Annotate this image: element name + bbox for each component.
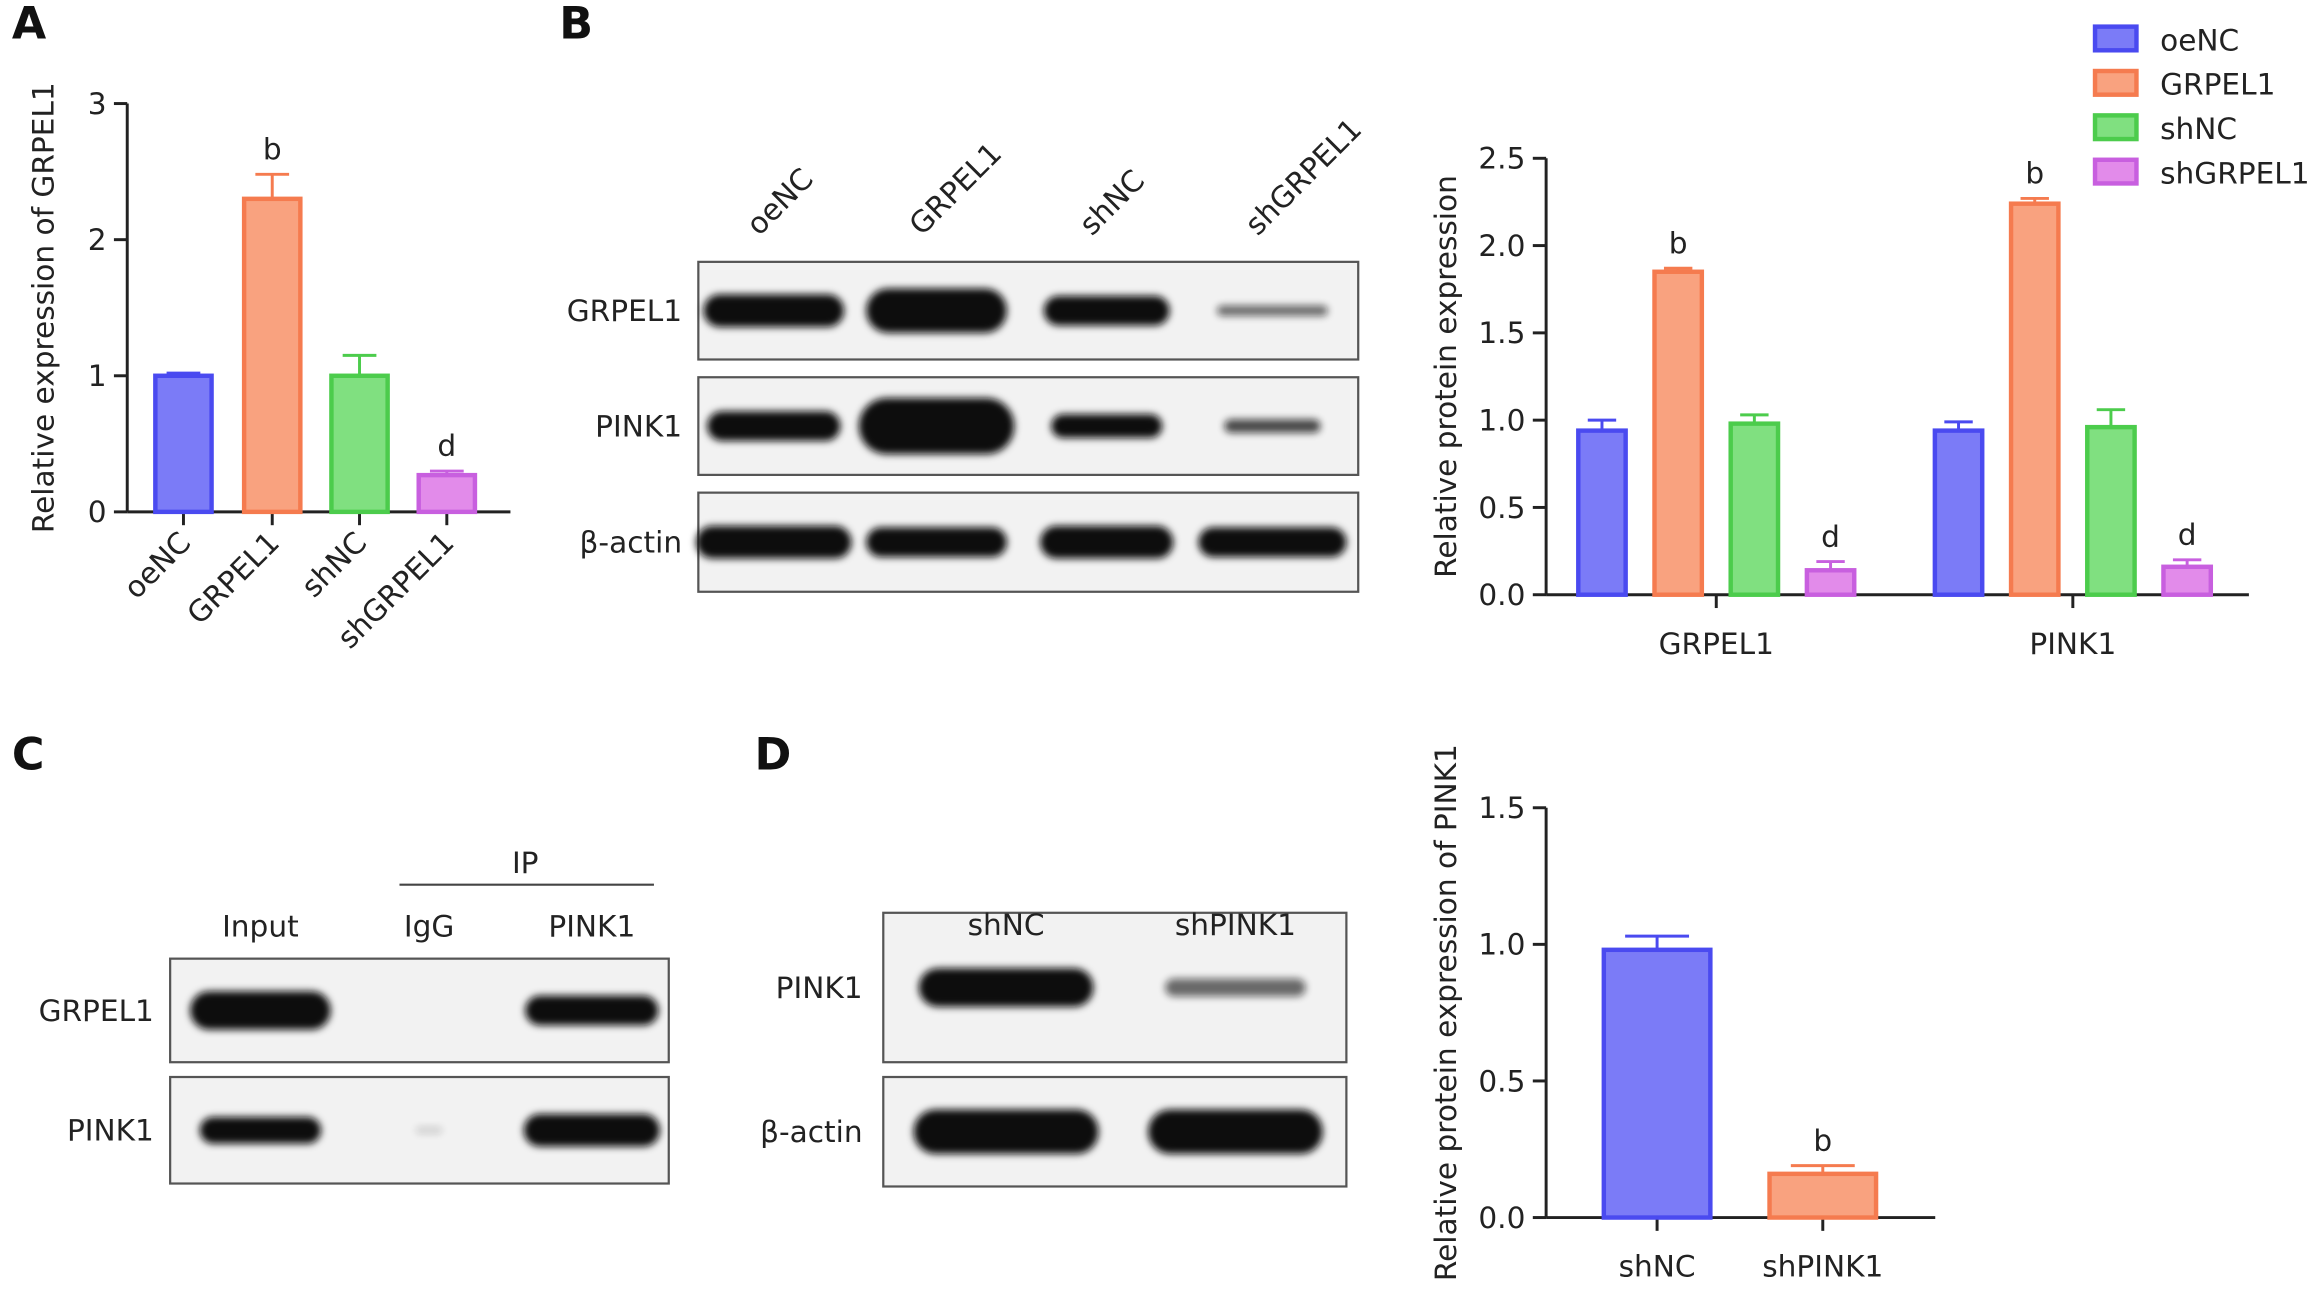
legend-swatch (2092, 24, 2139, 53)
bar (1576, 428, 1628, 597)
y-tick-label: 1.5 (1478, 791, 1525, 825)
y-tick-label: 0.0 (1478, 1201, 1525, 1235)
y-axis-label: Relative protein expression (1429, 175, 1463, 578)
blot-band (1165, 978, 1306, 997)
blot-band (913, 1109, 1099, 1154)
x-tick-label: shNC (295, 525, 373, 603)
blot-lane-label: PINK1 (548, 909, 635, 943)
blot-band (1148, 1109, 1323, 1154)
significance-label: d (1821, 520, 1840, 554)
bar (1652, 269, 1705, 597)
blot-band (918, 968, 1094, 1007)
blot-lane-label: shNC (1073, 163, 1151, 241)
y-tick-label: 2 (88, 223, 107, 257)
blot-band (1216, 305, 1328, 316)
blot-row-label: PINK1 (67, 1114, 154, 1148)
x-tick-label: oeNC (117, 525, 197, 605)
blot-band (1040, 525, 1174, 559)
y-tick-label: 1.0 (1478, 928, 1525, 962)
blot-band (1224, 419, 1321, 433)
y-tick-label: 1.5 (1478, 316, 1525, 350)
blot-lane-label: shGRPEL1 (1239, 112, 1369, 242)
bar (416, 472, 478, 515)
y-tick-label: 2.5 (1478, 142, 1525, 176)
blot-band (1198, 527, 1347, 557)
blot-band (1043, 295, 1170, 326)
bar (1932, 428, 1985, 597)
significance-label: d (2178, 518, 2197, 552)
y-tick-label: 3 (88, 87, 107, 121)
legend-label: oeNC (2160, 23, 2239, 57)
x-tick-label: GRPEL1 (180, 525, 286, 631)
blot-band (523, 1113, 660, 1147)
bar (1728, 421, 1781, 597)
legend-swatch (2092, 68, 2139, 97)
legend-swatch (2092, 157, 2139, 186)
bar (2085, 424, 2137, 597)
x-tick-label: shPINK1 (1762, 1250, 1883, 1284)
blot-lane-label: GRPEL1 (903, 136, 1009, 242)
panel-letter: C (12, 729, 45, 780)
panel-letter: A (12, 0, 47, 49)
y-tick-label: 0.5 (1478, 1064, 1525, 1098)
y-tick-label: 0.5 (1478, 491, 1525, 525)
blot-lane-label: IgG (404, 909, 454, 943)
y-axis-label: Relative expression of GRPEL1 (26, 82, 60, 533)
significance-label: b (2025, 157, 2044, 191)
x-tick-label: PINK1 (2029, 627, 2116, 661)
y-tick-label: 0 (88, 495, 107, 529)
blot-row-label: PINK1 (595, 409, 682, 443)
bar (2008, 201, 2061, 597)
y-tick-label: 2.0 (1478, 229, 1525, 263)
panel-letter: D (755, 729, 792, 780)
blot-band (866, 527, 1007, 557)
panel-letter: B (559, 0, 593, 49)
y-tick-label: 0.0 (1478, 578, 1525, 612)
bar (1767, 1171, 1879, 1220)
bar (241, 196, 303, 515)
blot-band (696, 525, 852, 559)
legend-swatch (2092, 113, 2139, 142)
legend-label: shGRPEL1 (2160, 156, 2309, 190)
legend-label: GRPEL1 (2160, 68, 2275, 102)
blot-band (525, 995, 659, 1026)
blot-lane-label: Input (222, 909, 299, 943)
significance-label: b (263, 133, 282, 167)
bar (1601, 947, 1713, 1220)
blot-band (415, 1126, 443, 1134)
blot-lane-label: shNC (968, 908, 1045, 942)
significance-label: b (1813, 1124, 1832, 1158)
y-tick-label: 1 (88, 359, 107, 393)
x-tick-label: GRPEL1 (1659, 627, 1774, 661)
blot-band (199, 1116, 322, 1144)
bar (2161, 564, 2214, 597)
significance-label: d (437, 429, 456, 463)
blot-lane-label: shPINK1 (1175, 908, 1296, 942)
blot-row-label: GRPEL1 (39, 994, 154, 1028)
y-tick-label: 1.0 (1478, 404, 1525, 438)
blot-row-label: β-actin (760, 1115, 863, 1149)
blot-lane-label: oeNC (740, 162, 820, 242)
blot-band (858, 397, 1015, 455)
bar (1804, 568, 1857, 597)
y-axis-label: Relative protein expression of PINK1 (1429, 744, 1463, 1281)
blot-row-label: PINK1 (776, 971, 863, 1005)
legend-label: shNC (2160, 112, 2237, 146)
blot-band (703, 294, 845, 327)
blot-row-label: β-actin (580, 526, 683, 560)
significance-label: b (1669, 226, 1688, 260)
blot-band (190, 991, 331, 1030)
blot-band (866, 288, 1007, 333)
blot-row-label: GRPEL1 (567, 294, 682, 328)
bar (153, 373, 214, 515)
x-tick-label: shNC (1619, 1250, 1696, 1284)
blot-band (707, 411, 841, 441)
blot-band (1051, 414, 1163, 438)
blot-header: IP (512, 846, 539, 880)
bar (329, 373, 390, 515)
